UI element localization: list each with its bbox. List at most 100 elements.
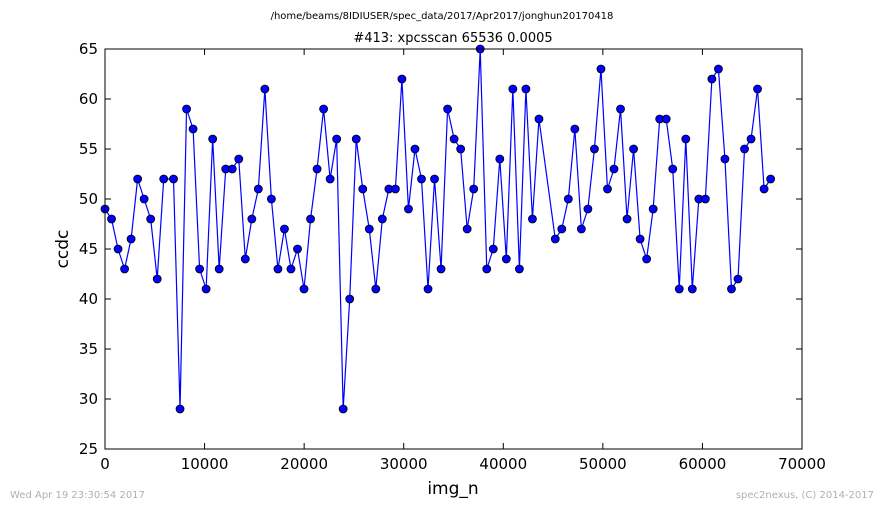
data-point — [146, 214, 156, 224]
data-point — [674, 284, 684, 294]
data-series — [100, 44, 776, 414]
y-tick-label: 40 — [79, 290, 98, 308]
y-tick-label: 25 — [79, 440, 98, 458]
x-tick-label: 30000 — [380, 455, 428, 473]
data-point — [508, 84, 518, 94]
data-point — [332, 134, 342, 144]
y-tick-label: 50 — [79, 190, 98, 208]
data-point — [273, 264, 283, 274]
data-point — [759, 184, 769, 194]
data-point — [700, 194, 710, 204]
data-point — [306, 214, 315, 224]
data-point — [430, 174, 439, 184]
data-point — [733, 274, 743, 284]
data-point — [609, 164, 619, 174]
data-point — [325, 174, 335, 184]
data-point — [240, 254, 250, 264]
data-point — [133, 174, 143, 184]
y-tick-label: 60 — [79, 90, 98, 108]
data-point — [227, 164, 237, 174]
data-point — [469, 184, 479, 194]
y-axis-label: ccdc — [53, 230, 73, 269]
data-point — [603, 184, 612, 194]
data-point — [488, 244, 498, 254]
data-point — [521, 84, 531, 94]
data-point — [583, 204, 593, 214]
data-point — [443, 104, 453, 114]
data-point — [534, 114, 544, 124]
data-point — [201, 284, 211, 294]
data-point — [482, 264, 492, 274]
data-point — [126, 234, 136, 244]
data-point — [120, 264, 129, 274]
x-tick-label: 10000 — [181, 455, 229, 473]
data-point — [622, 214, 632, 224]
y-tick-label: 65 — [79, 40, 98, 58]
data-point — [195, 264, 205, 274]
x-tick-label: 40000 — [479, 455, 527, 473]
data-point — [358, 184, 368, 194]
data-point — [642, 254, 652, 264]
data-point — [720, 154, 730, 164]
data-point — [377, 214, 387, 224]
data-point — [107, 214, 116, 224]
data-point — [293, 244, 302, 254]
data-point — [182, 104, 191, 114]
data-point — [214, 264, 224, 274]
data-point — [423, 284, 433, 294]
axis-tick-labels: 0 10000 20000 30000 40000 50000 60000 70000 25 30… — [79, 40, 826, 473]
data-point — [175, 404, 185, 414]
data-point — [648, 204, 658, 214]
data-point — [596, 64, 606, 74]
data-point — [247, 214, 257, 224]
y-tick-label: 30 — [79, 390, 98, 408]
data-point — [188, 124, 198, 134]
data-point — [139, 194, 149, 204]
data-point — [727, 284, 736, 294]
data-point — [563, 194, 573, 204]
data-point — [113, 244, 123, 254]
data-point — [436, 264, 446, 274]
data-point — [410, 144, 420, 154]
data-point — [687, 284, 697, 294]
data-point — [260, 84, 270, 94]
chart-title: #413: xpcsscan 65536 0.0005 — [353, 31, 552, 46]
x-tick-label: 70000 — [778, 455, 826, 473]
data-point — [280, 224, 289, 234]
data-point — [616, 104, 625, 114]
series-line — [104, 48, 772, 410]
data-point — [456, 144, 466, 154]
footer-timestamp: Wed Apr 19 23:30:54 2017 — [10, 490, 145, 501]
y-tick-label: 55 — [79, 140, 98, 158]
data-point — [661, 114, 671, 124]
data-point — [681, 134, 691, 144]
data-point — [753, 84, 762, 94]
data-point — [576, 224, 586, 234]
data-point — [319, 104, 329, 114]
data-point — [253, 184, 263, 194]
data-point — [629, 144, 638, 154]
x-tick-label: 20000 — [280, 455, 328, 473]
x-tick-label: 60000 — [679, 455, 727, 473]
data-point — [345, 294, 355, 304]
data-point — [550, 234, 560, 244]
x-tick-label: 50000 — [579, 455, 627, 473]
data-point — [159, 174, 169, 184]
data-point — [152, 274, 162, 284]
data-point — [766, 174, 776, 184]
data-point — [169, 174, 178, 184]
data-point — [208, 134, 218, 144]
data-point — [286, 264, 296, 274]
data-point — [740, 144, 749, 154]
data-point — [404, 204, 413, 214]
axis-ticks — [104, 48, 803, 450]
chart-subtitle: /home/beams/8IDIUSER/spec_data/2017/Apr2… — [271, 11, 614, 22]
y-tick-label: 35 — [79, 340, 98, 358]
footer-credit: spec2nexus, (C) 2014-2017 — [736, 490, 874, 501]
y-tick-label: 45 — [79, 240, 98, 258]
data-point — [234, 154, 244, 164]
data-point — [570, 124, 580, 134]
data-point — [449, 134, 459, 144]
data-point — [501, 254, 511, 264]
